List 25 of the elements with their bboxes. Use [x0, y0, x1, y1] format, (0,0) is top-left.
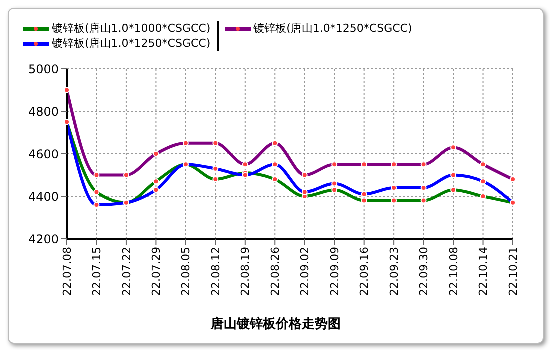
x-tick-label: 22.07.22 — [120, 247, 134, 296]
x-tick-label: 22.08.19 — [239, 247, 252, 296]
legend-label: 镀锌板(唐山1.0*1000*CSGCC) — [51, 21, 211, 36]
x-tick-label: 22.09.09 — [328, 247, 342, 296]
y-tick-label: 4200 — [28, 232, 59, 246]
y-tick-label: 5000 — [28, 62, 59, 76]
y-tick-label: 4800 — [28, 104, 59, 119]
x-tick-label: 22.10.21 — [506, 247, 520, 296]
x-tick-label: 22.07.15 — [90, 247, 104, 296]
x-tick-label: 22.10.08 — [447, 247, 460, 296]
y-tick-label: 4400 — [28, 190, 59, 204]
legend-label: 镀锌板(唐山1.0*1250*CSGCC) — [51, 36, 211, 51]
x-tick-label: 22.07.08 — [60, 247, 74, 296]
x-tick-label: 22.08.12 — [209, 247, 222, 296]
x-tick-label: 22.08.05 — [180, 247, 193, 296]
x-tick-label: 22.09.30 — [418, 247, 431, 296]
legend-label: 镀锌板(唐山1.0*1250*CSGCC) — [252, 21, 412, 36]
y-tick-label: 4600 — [28, 147, 59, 162]
x-tick-label: 22.09.16 — [358, 247, 372, 296]
x-tick-label: 22.10.14 — [477, 247, 490, 296]
x-tick-label: 22.09.02 — [298, 247, 312, 296]
x-tick-label: 22.09.23 — [388, 247, 401, 296]
x-tick-label: 22.08.26 — [268, 247, 282, 296]
x-tick-label: 22.07.29 — [150, 247, 164, 296]
text: 唐山镀锌板价格走势图 — [210, 316, 342, 333]
